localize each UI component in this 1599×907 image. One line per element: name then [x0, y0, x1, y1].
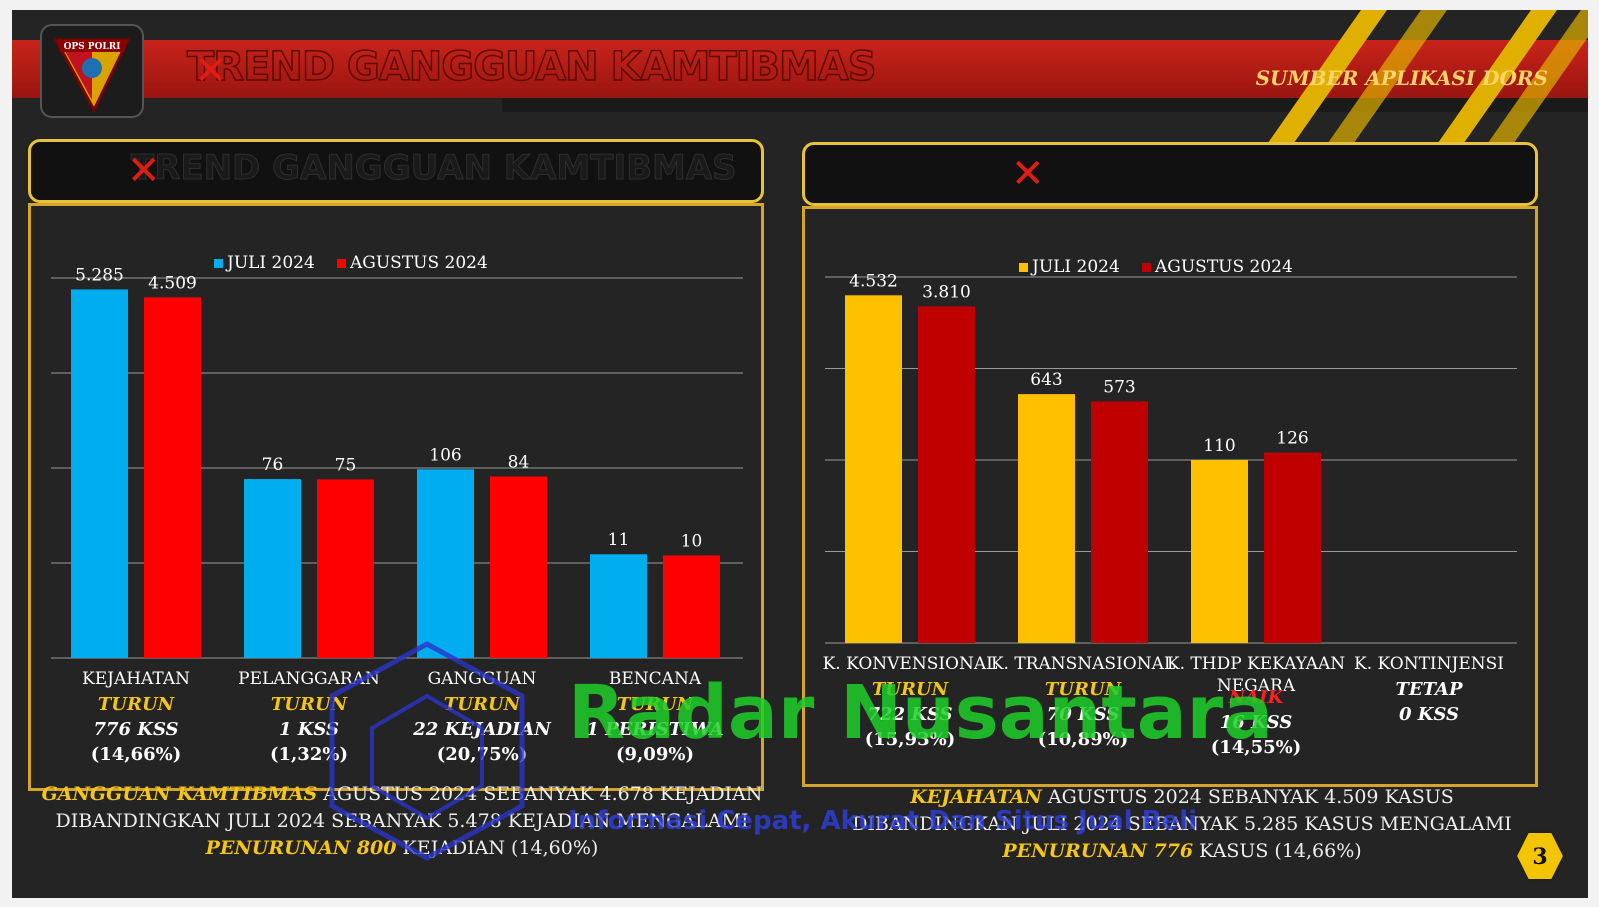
- trend-amount: 0 KSS: [1399, 704, 1459, 725]
- bar: [144, 297, 201, 658]
- slide: OPS POLRI TREND GANGGUAN KAMTIBMAS ✕ SUM…: [12, 10, 1588, 898]
- page-title: TREND GANGGUAN KAMTIBMAS: [186, 43, 877, 91]
- trend-percent: (14,66%): [91, 744, 182, 765]
- source-label: SUMBER APLIKASI DORS: [1255, 66, 1548, 90]
- legend-label: AGUSTUS 2024: [349, 253, 488, 273]
- trend-amount: 70 KSS: [1047, 704, 1120, 725]
- legend-label: JULI 2024: [225, 253, 315, 273]
- trend-percent: (9,09%): [616, 744, 694, 765]
- left-summary-note: GANGGUAN KAMTIBMAS AGUSTUS 2024 SEBANYAK…: [32, 781, 772, 862]
- bar: [1091, 401, 1148, 643]
- bar: [1191, 460, 1248, 643]
- data-label: 573: [1103, 377, 1135, 397]
- note-text: AGUSTUS 2024 SEBANYAK 4.678 KEJADIAN: [317, 783, 763, 805]
- data-label: 75: [335, 455, 357, 475]
- right-chart-panel: JULI 2024 AGUSTUS 2024 4.532 3.810 K. KONVEN…: [802, 206, 1538, 787]
- watermark-emblem: [329, 641, 525, 861]
- trend-status: TETAP: [1395, 679, 1462, 700]
- bar: [244, 479, 301, 658]
- legend-swatch: [337, 259, 346, 268]
- category-label: K. THDP KEKAYAAN: [1167, 654, 1345, 674]
- note-text: AGUSTUS 2024 SEBANYAK 4.509 KASUS: [1041, 786, 1454, 808]
- bar: [1018, 394, 1075, 643]
- title-x-icon: ✕: [194, 48, 228, 94]
- bar: [71, 289, 128, 658]
- bar: [663, 555, 720, 658]
- note-lead: GANGGUAN KAMTIBMAS: [41, 783, 318, 805]
- trend-percent: (1,32%): [270, 744, 348, 765]
- right-panel-header: ✕: [802, 142, 1538, 206]
- trend-amount: 1 KSS: [279, 719, 339, 740]
- data-label: 76: [262, 455, 284, 475]
- bar: [590, 554, 647, 658]
- legend-swatch: [214, 259, 223, 268]
- category-label: K. TRANSNASIONAL: [991, 654, 1175, 674]
- data-label: 110: [1203, 436, 1235, 456]
- trend-status: TURUN: [617, 694, 695, 715]
- trend-percent: (15,93%): [865, 729, 956, 750]
- legend-label: AGUSTUS 2024: [1154, 257, 1293, 277]
- bar: [1264, 452, 1321, 643]
- trend-status: TURUN: [1045, 679, 1123, 700]
- legend-swatch: [1019, 263, 1028, 272]
- data-label: 4.509: [148, 273, 197, 293]
- data-label: 643: [1030, 370, 1062, 390]
- page-number-badge: 3: [1514, 831, 1566, 881]
- note-text: DIBANDINGKAN JULI 2024 SEBANYAK 5.478 KE…: [55, 810, 749, 832]
- data-label: 3.810: [922, 282, 971, 302]
- category-label: K. KONVENSIONAL: [823, 654, 998, 674]
- category-label: NEGARA: [1217, 676, 1296, 696]
- x-icon: ✕: [1011, 151, 1045, 197]
- data-label: 11: [608, 530, 630, 550]
- left-panel-title: TREND GANGGUAN KAMTIBMAS: [131, 148, 738, 189]
- trend-status: NAIK: [1228, 687, 1285, 708]
- trend-status: TURUN: [444, 694, 522, 715]
- right-bar-chart: JULI 2024 AGUSTUS 2024 4.532 3.810 K. KONVEN…: [823, 257, 1517, 758]
- right-summary-note: KEJAHATAN AGUSTUS 2024 SEBANYAK 4.509 KA…: [812, 784, 1552, 865]
- note-lead: KEJAHATAN: [910, 786, 1042, 808]
- note-lead: PENURUNAN 776: [1002, 840, 1194, 862]
- trend-percent: (14,55%): [1211, 737, 1302, 758]
- data-label: 84: [508, 452, 530, 472]
- category-label: BENCANA: [609, 669, 702, 689]
- page-number: 3: [1532, 844, 1547, 870]
- banner-shadow: [502, 98, 1588, 112]
- logo-text: OPS POLRI: [64, 42, 121, 52]
- trend-amount: 776 KSS: [93, 719, 178, 740]
- trend-amount: 722 KSS: [867, 704, 952, 725]
- data-label: 10: [681, 531, 703, 551]
- data-label: 5.285: [75, 265, 124, 285]
- bar: [918, 306, 975, 643]
- note-text: KASUS (14,66%): [1193, 840, 1362, 862]
- note-text: DIBANDINGKAN JULI 2024 SEBANYAK 5.285 KA…: [852, 813, 1512, 835]
- category-label: GANGGUAN: [428, 669, 537, 689]
- watermark-name: Radar Nusantara: [568, 670, 1274, 756]
- trend-status: TURUN: [98, 694, 176, 715]
- x-icon: ✕: [127, 148, 161, 194]
- trend-status: TURUN: [271, 694, 349, 715]
- data-label: 4.532: [849, 271, 898, 291]
- trend-amount: 1 PERISTIWA: [586, 719, 723, 740]
- category-label: K. KONTINJENSI: [1354, 654, 1504, 674]
- data-label: 106: [429, 445, 461, 465]
- left-bar-chart: JULI 2024 AGUSTUS 2024 5.285 4.509 KEJAHATAN…: [51, 253, 743, 765]
- bar: [490, 476, 547, 658]
- legend-swatch: [1142, 263, 1151, 272]
- watermark-tagline: Informasi Cepat, Akurat Dan Situs Jual B…: [568, 806, 1198, 836]
- trend-percent: (10,89%): [1038, 729, 1129, 750]
- category-label: PELANGGARAN: [238, 669, 380, 689]
- ops-polri-logo: OPS POLRI: [40, 24, 144, 118]
- trend-amount: 16 KSS: [1220, 712, 1293, 733]
- left-panel-header: TREND GANGGUAN KAMTIBMAS ✕: [28, 139, 764, 203]
- bar: [317, 479, 374, 658]
- category-label: KEJAHATAN: [82, 669, 190, 689]
- trend-status: TURUN: [872, 679, 950, 700]
- data-label: 126: [1276, 429, 1308, 449]
- legend-label: JULI 2024: [1030, 257, 1120, 277]
- bar: [845, 295, 902, 643]
- left-chart-panel: JULI 2024 AGUSTUS 2024 5.285 4.509 KEJAHATAN…: [28, 203, 764, 791]
- note-lead: PENURUNAN 800: [205, 837, 397, 859]
- bar: [417, 469, 474, 658]
